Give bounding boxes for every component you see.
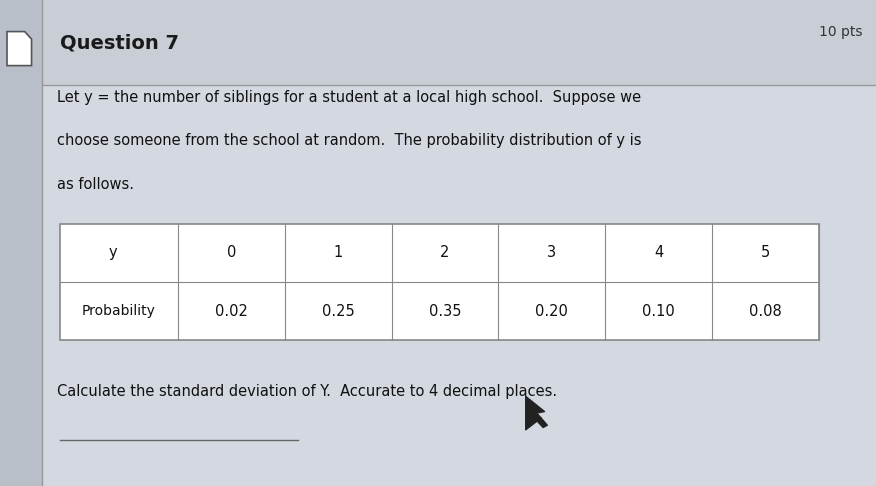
Text: Question 7: Question 7	[60, 33, 179, 52]
Text: 0.35: 0.35	[428, 304, 462, 318]
Text: as follows.: as follows.	[57, 177, 134, 192]
Text: 2: 2	[441, 245, 449, 260]
Polygon shape	[7, 32, 32, 66]
Text: 0.08: 0.08	[749, 304, 782, 318]
Text: 0.10: 0.10	[642, 304, 675, 318]
Text: y: y	[109, 245, 117, 260]
Text: 1: 1	[334, 245, 343, 260]
Text: 0.25: 0.25	[321, 304, 355, 318]
FancyBboxPatch shape	[42, 85, 876, 486]
FancyBboxPatch shape	[0, 0, 876, 85]
Text: 0.20: 0.20	[535, 304, 569, 318]
Text: 0: 0	[227, 245, 236, 260]
FancyBboxPatch shape	[0, 0, 42, 486]
Text: Probability: Probability	[81, 304, 156, 318]
Text: 5: 5	[761, 245, 770, 260]
FancyBboxPatch shape	[60, 224, 819, 340]
Text: 10 pts: 10 pts	[819, 25, 863, 39]
Text: Let y = the number of siblings for a student at a local high school.  Suppose we: Let y = the number of siblings for a stu…	[57, 90, 641, 104]
Text: 0.02: 0.02	[215, 304, 248, 318]
Text: choose someone from the school at random.  The probability distribution of y is: choose someone from the school at random…	[57, 134, 641, 148]
Polygon shape	[526, 396, 548, 430]
Text: Calculate the standard deviation of Y.  Accurate to 4 decimal places.: Calculate the standard deviation of Y. A…	[57, 384, 557, 399]
Text: 4: 4	[654, 245, 663, 260]
Text: 3: 3	[548, 245, 556, 260]
